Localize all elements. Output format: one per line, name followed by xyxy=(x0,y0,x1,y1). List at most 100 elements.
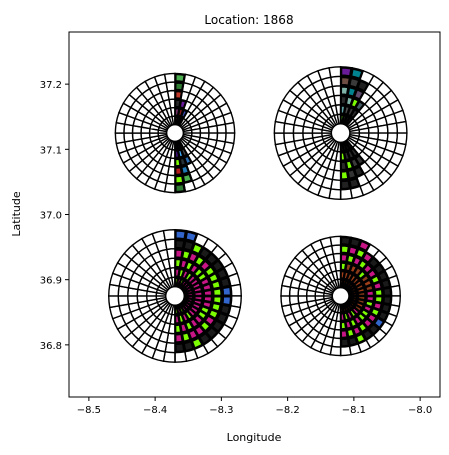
glyph-wedge-cell xyxy=(182,340,195,353)
glyph-cell xyxy=(292,132,305,143)
glyph-wedge-cell xyxy=(349,108,360,120)
glyph-wedge-cell xyxy=(339,320,348,331)
glyph-cell xyxy=(224,121,236,134)
glyph-wedge-cell xyxy=(193,290,204,297)
glyph-layer xyxy=(108,66,408,363)
glyph-4 xyxy=(280,235,401,357)
glyph-wedge-cell xyxy=(174,73,186,84)
glyph-cell xyxy=(230,283,242,297)
glyph-cell xyxy=(199,126,210,134)
glyph-wedge-cell xyxy=(339,151,347,162)
glyph-wedge-cell xyxy=(198,246,212,261)
glyph-wedge-cell xyxy=(340,236,352,246)
glyph-cell xyxy=(162,229,176,241)
glyph-cell xyxy=(377,124,389,134)
glyph-wedge-cell xyxy=(339,160,348,171)
glyph-cell xyxy=(123,132,134,143)
glyph-cell xyxy=(174,351,188,363)
glyph-wedge-cell xyxy=(211,287,223,297)
glyph-wedge-cell xyxy=(340,169,350,181)
glyph-cell xyxy=(358,127,370,134)
y-tick-label: 37.2 xyxy=(40,80,62,91)
glyph-cell xyxy=(329,75,342,88)
glyph-cell xyxy=(114,132,126,145)
glyph-wedge-cell xyxy=(221,285,232,297)
glyph-wedge-cell xyxy=(210,279,222,291)
glyph-wedge-cell xyxy=(174,81,185,92)
glyph-cell xyxy=(216,123,227,134)
glyph-3 xyxy=(108,229,242,363)
glyph-wedge-cell xyxy=(174,229,187,241)
glyph-wedge-cell xyxy=(184,230,198,243)
glyph-wedge-cell xyxy=(340,179,351,190)
glyph-cell xyxy=(302,132,314,141)
glyph-wedge-cell xyxy=(339,312,346,322)
glyph-cell xyxy=(305,295,317,303)
glyph-cell xyxy=(280,295,292,308)
glyph-wedge-cell xyxy=(202,288,213,297)
y-tick-label: 36.9 xyxy=(40,276,62,287)
glyph-cell xyxy=(166,89,176,101)
glyph-wedge-cell xyxy=(198,331,212,346)
glyph-cell xyxy=(288,295,300,306)
glyph-wedge-cell xyxy=(348,177,361,190)
x-tick-label: −8.4 xyxy=(143,405,167,416)
glyph-cell xyxy=(390,284,401,297)
glyph-wedge-cell xyxy=(348,236,362,249)
glyph-wedge-cell xyxy=(181,172,193,184)
glyph-wedge-cell xyxy=(382,286,392,297)
glyph-wedge-cell xyxy=(182,239,195,252)
glyph-wedge-cell xyxy=(174,166,183,176)
glyph-wedge-cell xyxy=(174,323,183,334)
glyph-wedge-cell xyxy=(347,335,359,347)
x-axis: −8.5 −8.4 −8.3 −8.2 −8.1 −8.0 xyxy=(77,397,432,416)
glyph-cell xyxy=(167,257,176,269)
glyph-wedge-cell xyxy=(340,244,350,255)
glyph-cell xyxy=(168,98,176,109)
glyph-wedge-cell xyxy=(178,99,188,110)
glyph-wedge-cell xyxy=(344,116,354,127)
glyph-wedge-cell xyxy=(221,295,232,307)
glyph-wedge-cell xyxy=(174,149,181,159)
glyph-cell xyxy=(367,125,380,134)
glyph-wedge-cell xyxy=(352,88,365,101)
glyph-cell xyxy=(333,261,342,272)
glyph-wedge-cell xyxy=(174,342,186,353)
y-axis-label: Latitude xyxy=(10,191,23,237)
glyph-wedge-cell xyxy=(215,267,229,281)
glyph-cell xyxy=(108,295,120,309)
x-tick-label: −8.2 xyxy=(275,405,299,416)
glyph-2 xyxy=(273,66,408,200)
glyph-wedge-cell xyxy=(219,276,232,289)
glyph-wedge-cell xyxy=(340,337,350,348)
glyph-cell xyxy=(333,94,342,107)
glyph-cell xyxy=(136,295,148,304)
glyph-wedge-cell xyxy=(356,79,370,93)
y-tick-label: 37.0 xyxy=(40,211,62,222)
glyph-wedge-cell xyxy=(174,174,185,185)
glyph-cell xyxy=(329,235,342,247)
glyph-cell xyxy=(332,252,342,264)
glyph-cell xyxy=(273,132,286,146)
glyph-wedge-cell xyxy=(174,90,183,100)
glyph-cell xyxy=(131,132,143,142)
glyph-hub xyxy=(165,123,185,143)
glyph-cell xyxy=(207,124,219,134)
glyph-cell xyxy=(395,120,408,134)
x-tick-label: −8.5 xyxy=(77,405,101,416)
glyph-wedge-cell xyxy=(380,277,392,290)
glyph-hub xyxy=(330,123,351,144)
glyph-cell xyxy=(330,244,342,255)
x-tick-label: −8.3 xyxy=(209,405,233,416)
glyph-cell xyxy=(117,295,130,307)
glyph-wedge-cell xyxy=(215,311,229,325)
glyph-hub xyxy=(165,285,185,306)
glyph-wedge-cell xyxy=(204,325,219,340)
glyph-cell xyxy=(283,132,295,144)
glyph-wedge-cell xyxy=(176,116,185,127)
glyph-wedge-cell xyxy=(346,168,358,180)
glyph-cell xyxy=(297,295,308,305)
glyph-wedge-cell xyxy=(340,66,353,78)
glyph-wedge-cell xyxy=(174,332,184,344)
